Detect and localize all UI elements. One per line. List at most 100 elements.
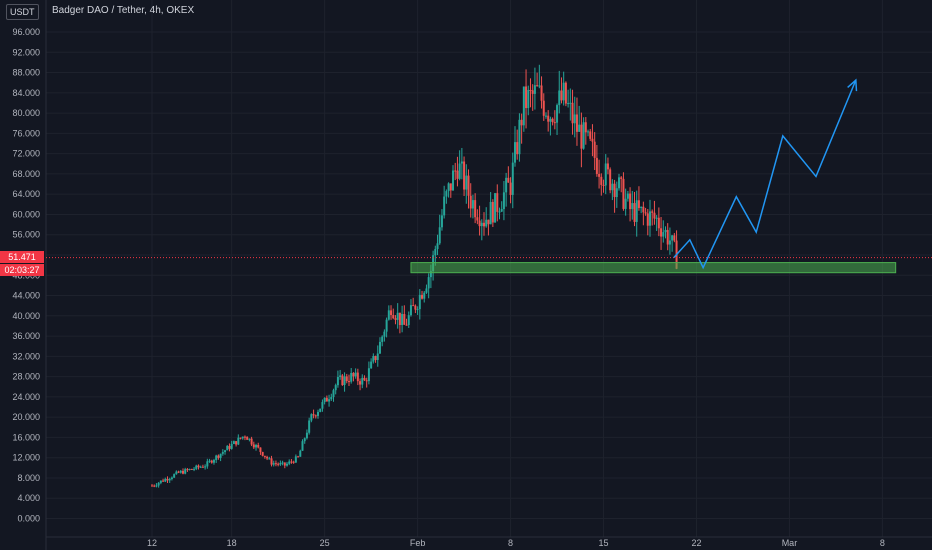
- candle-body: [613, 183, 616, 198]
- candle-body: [487, 219, 490, 225]
- candle-body: [204, 466, 207, 468]
- candle-body: [248, 438, 251, 440]
- candle-body: [571, 102, 574, 124]
- candle-body: [252, 444, 255, 448]
- candle-body: [668, 240, 671, 245]
- candle-body: [361, 377, 364, 385]
- candle-body: [622, 178, 625, 209]
- candle-body: [500, 209, 503, 212]
- candle-body: [520, 119, 523, 126]
- candle-body: [657, 217, 660, 229]
- candle-body: [491, 201, 494, 223]
- candle-body: [272, 463, 275, 465]
- candle-body: [305, 432, 308, 439]
- candle-body: [392, 315, 395, 319]
- candle-body: [498, 211, 501, 213]
- candle-body: [241, 436, 244, 439]
- candle-body: [615, 188, 618, 198]
- x-tick-label: 8: [508, 538, 513, 548]
- candle-body: [465, 175, 468, 190]
- candle-body: [443, 196, 446, 216]
- candle-body: [190, 468, 193, 470]
- candle-body: [303, 438, 306, 442]
- candle-body: [376, 353, 379, 360]
- candle-body: [635, 200, 638, 222]
- candle-body: [177, 471, 180, 473]
- candle-body: [671, 235, 674, 241]
- candle-body: [458, 163, 461, 179]
- candle-body: [595, 157, 598, 174]
- candle-body: [427, 277, 430, 289]
- candle-body: [350, 372, 353, 382]
- y-tick-label: 12.000: [12, 453, 40, 463]
- candle-body: [292, 461, 295, 463]
- candle-body: [356, 372, 359, 382]
- candle-body: [170, 477, 173, 479]
- candle-body: [587, 131, 590, 133]
- candle-body: [600, 176, 603, 185]
- candle-body: [624, 198, 627, 209]
- candle-body: [294, 456, 297, 463]
- candle-body: [151, 485, 153, 487]
- candle-body: [290, 461, 293, 463]
- candle-body: [310, 414, 313, 421]
- candle-body: [314, 415, 317, 417]
- candle-body: [336, 377, 339, 386]
- candle-body: [518, 119, 521, 155]
- candle-body: [347, 381, 350, 383]
- candle-body: [575, 114, 578, 132]
- x-tick-label: 12: [147, 538, 157, 548]
- candle-body: [286, 463, 289, 466]
- candle-body: [239, 437, 242, 439]
- x-tick-label: 8: [880, 538, 885, 548]
- candle-body: [343, 376, 346, 386]
- candle-body: [235, 441, 238, 445]
- candle-body: [259, 447, 262, 452]
- candle-body: [507, 177, 510, 183]
- candle-body: [164, 478, 167, 482]
- candle-body: [445, 191, 448, 197]
- candle-body: [580, 124, 583, 149]
- candle-body: [673, 235, 676, 241]
- candle-body: [511, 162, 514, 195]
- candle-body: [387, 310, 390, 320]
- candle-body: [434, 249, 437, 256]
- candle-body: [527, 89, 530, 109]
- y-tick-label: 36.000: [12, 331, 40, 341]
- candle-body: [637, 200, 640, 208]
- candle-body: [664, 229, 667, 233]
- candle-body: [423, 292, 426, 299]
- candle-body: [270, 458, 273, 465]
- candle-body: [538, 85, 541, 87]
- projection-path: [673, 79, 857, 270]
- candle-body: [573, 114, 576, 124]
- candle-body: [409, 305, 412, 316]
- candle-body: [646, 213, 649, 226]
- candle-body: [611, 183, 614, 191]
- y-tick-label: 40.000: [12, 311, 40, 321]
- candle-body: [354, 372, 357, 377]
- candle-body: [345, 376, 348, 382]
- candle-body: [403, 314, 406, 325]
- candle-body: [644, 212, 647, 214]
- candle-body: [197, 465, 200, 468]
- y-tick-label: 20.000: [12, 412, 40, 422]
- candle-body: [206, 461, 209, 467]
- candle-body: [593, 141, 596, 158]
- candle-body: [279, 463, 282, 465]
- y-tick-label: 28.000: [12, 372, 40, 382]
- currency-badge[interactable]: USDT: [6, 4, 39, 20]
- candle-body: [162, 480, 165, 482]
- candle-body: [633, 203, 636, 222]
- candle-body: [467, 175, 470, 196]
- candle-body: [317, 411, 319, 416]
- candle-body: [210, 460, 213, 463]
- candle-body: [274, 463, 277, 465]
- candle-body: [536, 85, 539, 87]
- candle-body: [219, 453, 222, 458]
- candle-body: [228, 445, 231, 449]
- candle-body: [626, 193, 629, 199]
- candle-body: [629, 193, 632, 210]
